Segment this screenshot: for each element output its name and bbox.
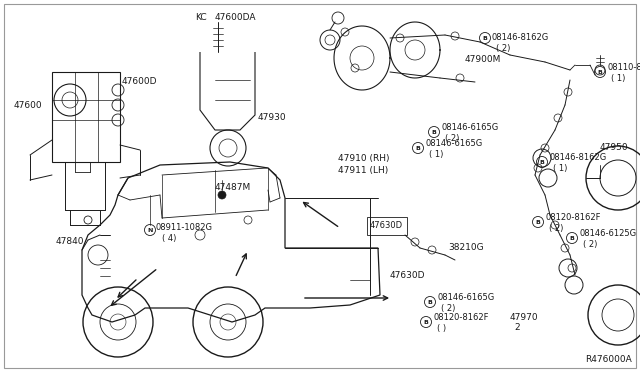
Text: ( 1): ( 1) [553,164,568,173]
Circle shape [218,191,226,199]
Text: ( 2): ( 2) [496,44,510,52]
Text: B: B [536,219,540,224]
Text: 38210G: 38210G [448,244,484,253]
Text: B: B [431,129,436,135]
Text: ( 4): ( 4) [162,234,177,243]
Text: 08146-6165G: 08146-6165G [441,124,499,132]
Text: 47950: 47950 [600,144,628,153]
Text: 47630D: 47630D [390,270,426,279]
Text: ( 1): ( 1) [429,150,444,158]
Text: B: B [540,160,545,164]
Text: 08146-6165G: 08146-6165G [425,140,483,148]
Text: B: B [598,70,602,74]
Text: 47630D: 47630D [370,221,403,230]
Text: 47487M: 47487M [215,183,252,192]
Text: ( ): ( ) [437,324,446,333]
Text: N: N [147,228,153,232]
Text: 47910 (RH): 47910 (RH) [338,154,390,163]
Text: 47600: 47600 [14,100,43,109]
Text: 08110-8122G: 08110-8122G [607,64,640,73]
Text: 47840: 47840 [56,237,84,247]
Text: 47970: 47970 [510,314,539,323]
Text: B: B [570,235,575,241]
Text: B: B [428,299,433,305]
Text: 08120-8162F: 08120-8162F [545,214,600,222]
Text: 47900M: 47900M [465,55,501,64]
Text: 2: 2 [514,324,520,333]
Text: KC: KC [195,13,207,22]
Text: 08120-8162F: 08120-8162F [433,314,488,323]
Text: 08146-6125G: 08146-6125G [579,230,636,238]
Text: ( 2): ( 2) [445,134,460,142]
Text: ( 1): ( 1) [611,74,625,83]
Text: 08146-8162G: 08146-8162G [492,33,549,42]
Text: 47600DA: 47600DA [215,13,257,22]
Text: B: B [483,35,488,41]
Text: R476000A: R476000A [585,355,632,364]
Text: ( 2): ( 2) [583,240,597,248]
Text: B: B [424,320,428,324]
Text: 47930: 47930 [258,113,287,122]
FancyBboxPatch shape [4,4,636,368]
Text: B: B [415,145,420,151]
Text: 08146-6165G: 08146-6165G [437,294,494,302]
Text: 08911-1082G: 08911-1082G [155,224,212,232]
Text: 47911 (LH): 47911 (LH) [338,166,388,174]
Text: 08146-8162G: 08146-8162G [549,154,606,163]
Text: ( 2): ( 2) [441,304,456,312]
Text: ( 2): ( 2) [549,224,563,232]
Text: 47600D: 47600D [122,77,157,87]
